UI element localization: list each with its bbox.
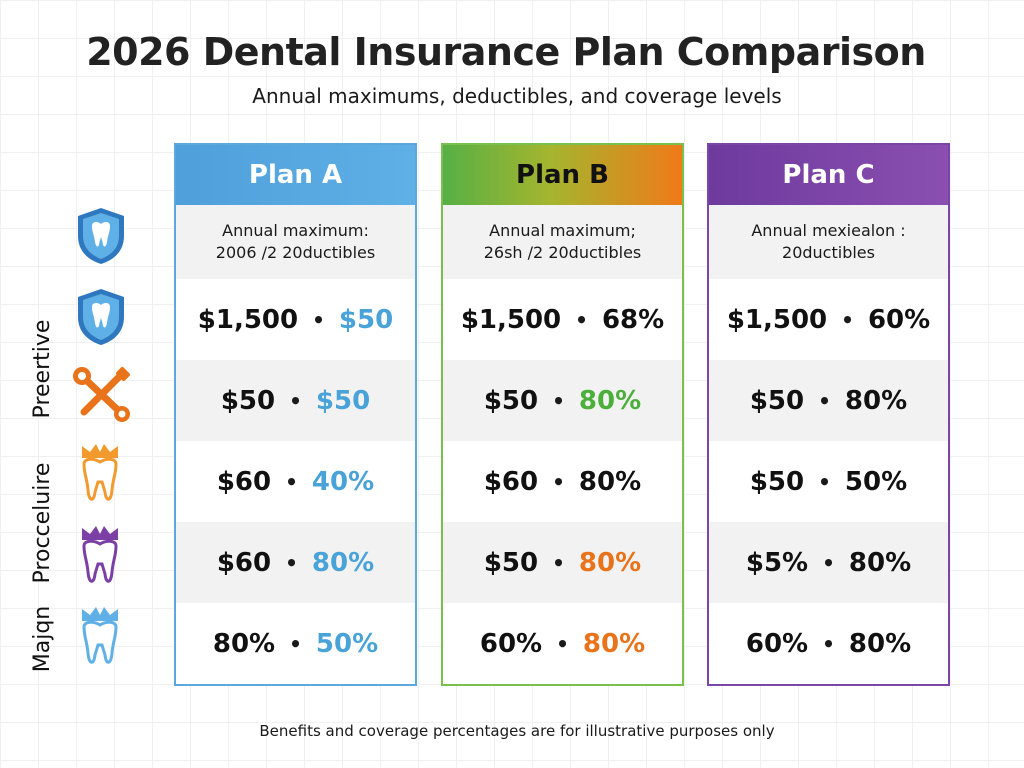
- plan-description: Annual maximum: 2006 /2 20ductibles: [176, 205, 415, 279]
- plan-desc-line: Annual mexiealon :: [751, 221, 906, 240]
- table-row: $60 • 80%: [176, 522, 415, 603]
- tooth-crown-icon: [82, 526, 118, 583]
- plan-desc-line: 20ductibles: [782, 243, 875, 262]
- row-right-value: $50: [315, 385, 371, 416]
- footnote: Benefits and coverage percentages are fo…: [259, 722, 775, 740]
- table-row: $50 • 50%: [749, 466, 908, 497]
- plan-card-b: Plan B Annual maximum; 26sh /2 20ductibl…: [441, 143, 684, 686]
- table-row: $50 • 80%: [709, 360, 948, 441]
- row-left-value: 60%: [745, 628, 809, 659]
- page-subtitle: Annual maximums, deductibles, and covera…: [252, 84, 782, 108]
- row-right-value: 80%: [578, 547, 642, 578]
- plan-card-a: Plan A Annual maximum: 2006 /2 20ductibl…: [174, 143, 417, 686]
- table-row: 60% • 80%: [479, 628, 646, 659]
- table-row: $1,500 • $50: [197, 304, 394, 335]
- row-left-value: 60%: [479, 628, 543, 659]
- row-right-value: 68%: [601, 304, 665, 335]
- row-left-value: $60: [216, 466, 272, 497]
- row-right-value: 80%: [844, 385, 908, 416]
- row-right-value: 80%: [848, 628, 912, 659]
- plan-header: Plan B: [443, 145, 682, 205]
- row-left-value: $60: [216, 547, 272, 578]
- row-left-value: $50: [749, 385, 805, 416]
- row-right-value: $50: [338, 304, 394, 335]
- plan-desc-line: Annual maximum:: [222, 221, 369, 240]
- side-label-procedure: Procceluire: [30, 462, 55, 584]
- tooth-shield-icon: [78, 208, 124, 264]
- row-left-value: $1,500: [197, 304, 299, 335]
- table-row: $50 • 80%: [443, 360, 682, 441]
- row-right-value: 80%: [578, 466, 642, 497]
- table-row: $5% • 80%: [709, 522, 948, 603]
- plan-description: Annual maximum; 26sh /2 20ductibles: [443, 205, 682, 279]
- table-row: $60 • 40%: [216, 466, 375, 497]
- row-left-value: $50: [220, 385, 276, 416]
- table-row: $50 • 80%: [443, 522, 682, 603]
- tooth-crown-icon: [82, 444, 118, 501]
- row-right-value: 80%: [311, 547, 375, 578]
- plan-desc-line: Annual maximum;: [489, 221, 636, 240]
- table-row: $50 • $50: [176, 360, 415, 441]
- table-row: $60 • 80%: [483, 466, 642, 497]
- table-row: $1,500 • 60%: [726, 304, 931, 335]
- tooth-crown-icon: [82, 607, 118, 664]
- table-row: $1,500 • 68%: [460, 304, 665, 335]
- row-left-value: $60: [483, 466, 539, 497]
- side-label-preventive: Preertive: [30, 319, 55, 419]
- row-right-value: 50%: [315, 628, 379, 659]
- row-right-value: 50%: [844, 466, 908, 497]
- row-right-value: 80%: [578, 385, 642, 416]
- side-label-major: Majqn: [30, 605, 55, 673]
- plan-header: Plan C: [709, 145, 948, 205]
- plan-card-c: Plan C Annual mexiealon : 20ductibles $1…: [707, 143, 950, 686]
- row-left-value: $1,500: [460, 304, 562, 335]
- plan-description: Annual mexiealon : 20ductibles: [709, 205, 948, 279]
- row-right-value: 80%: [582, 628, 646, 659]
- page-title: 2026 Dental Insurance Plan Comparison: [86, 30, 926, 74]
- row-left-value: 80%: [212, 628, 276, 659]
- table-row: 60% • 80%: [745, 628, 912, 659]
- row-left-value: $5%: [745, 547, 809, 578]
- tooth-shield-icon: [78, 289, 124, 345]
- row-left-value: $1,500: [726, 304, 828, 335]
- row-left-value: $50: [749, 466, 805, 497]
- plan-desc-line: 26sh /2 20ductibles: [483, 243, 642, 262]
- wrench-screwdriver-icon: [73, 367, 130, 422]
- row-right-value: 40%: [311, 466, 375, 497]
- row-right-value: 80%: [848, 547, 912, 578]
- row-left-value: $50: [483, 385, 539, 416]
- table-row: 80% • 50%: [212, 628, 379, 659]
- row-left-value: $50: [483, 547, 539, 578]
- plan-header: Plan A: [176, 145, 415, 205]
- row-right-value: 60%: [867, 304, 931, 335]
- plan-desc-line: 2006 /2 20ductibles: [215, 243, 376, 262]
